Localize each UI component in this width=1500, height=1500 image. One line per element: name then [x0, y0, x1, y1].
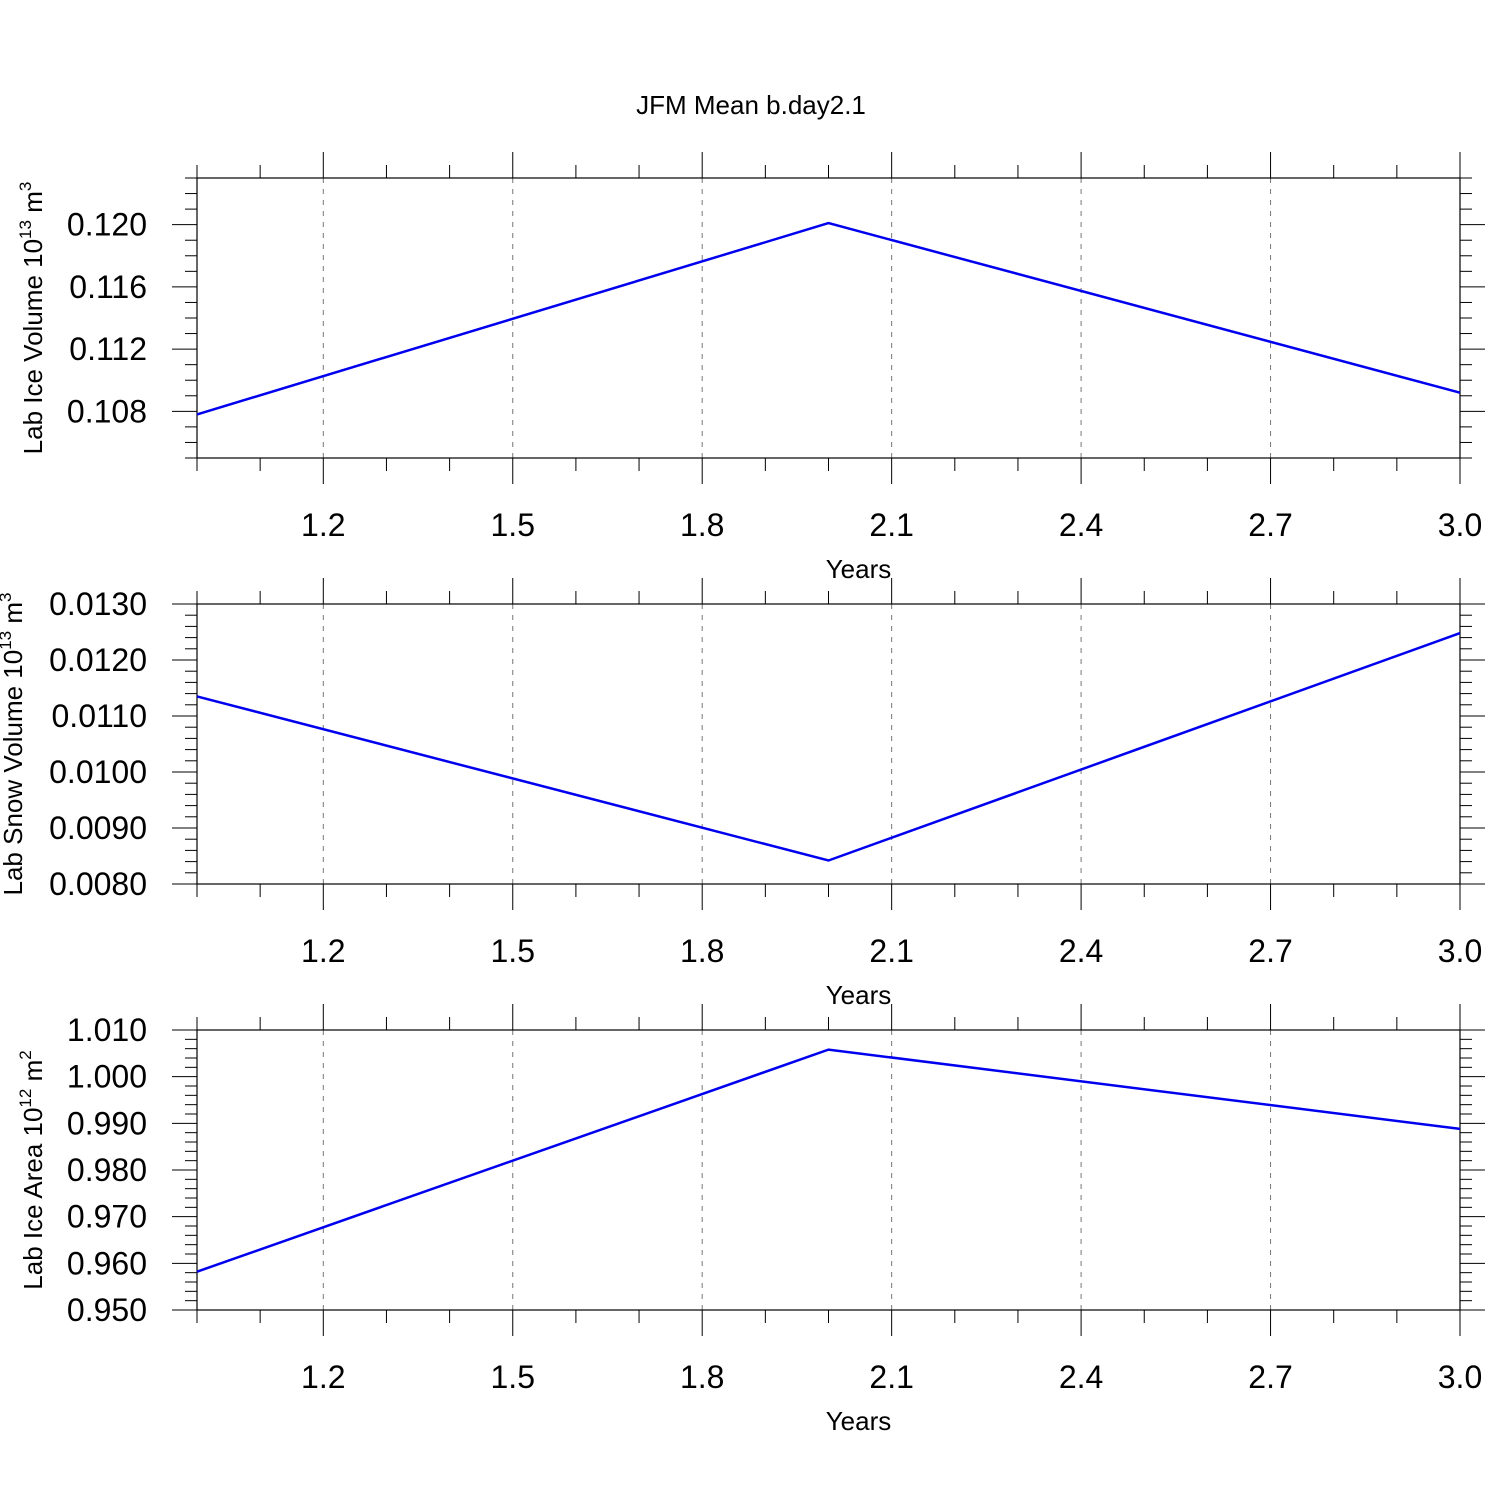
y-tick-label: 0.0130 — [49, 586, 147, 622]
series-line — [196, 631, 1461, 862]
x-tick-label: 1.5 — [491, 507, 535, 543]
y-axis-label: Lab Snow Volume 1013 m3 — [0, 592, 28, 895]
y-tick-label: 0.116 — [69, 269, 147, 305]
panel-2: 0.0080 0.0090 0.0100 0.0110 0.0120 0.0130 1.2 1… — [0, 578, 1485, 1010]
panel-1: 0.108 0.112 0.116 0.120 1.2 1.5 1.8 2.1 2.4 2.7 3.… — [16, 152, 1485, 584]
x-tick-label: 2.1 — [869, 933, 913, 969]
plot-frame — [196, 177, 1461, 459]
x-axis-label: Years — [826, 554, 892, 584]
y-tick-label: 0.980 — [67, 1152, 147, 1188]
panels: 0.108 0.112 0.116 0.120 1.2 1.5 1.8 2.1 2.4 2.7 3.… — [0, 152, 1485, 1436]
y-axis-label: Lab Ice Volume 1013 m3 — [16, 182, 48, 455]
x-tick-label: 1.8 — [680, 933, 724, 969]
y-tick-label: 0.0100 — [49, 754, 147, 790]
plot-frame — [196, 603, 1461, 885]
series-line — [196, 221, 1461, 416]
y-tick-label: 0.0110 — [52, 698, 148, 734]
x-tick-label: 1.8 — [680, 507, 724, 543]
x-tick-label: 2.7 — [1248, 507, 1292, 543]
series-line — [196, 1048, 1461, 1273]
x-tick-label: 1.2 — [301, 933, 345, 969]
x-tick-label: 1.2 — [301, 1359, 345, 1395]
y-tick-label: 0.970 — [67, 1199, 147, 1235]
y-tick-label: 0.112 — [69, 331, 147, 367]
x-tick-label: 2.7 — [1248, 1359, 1292, 1395]
x-tick-label: 2.4 — [1059, 1359, 1103, 1395]
x-axis-label: Years — [826, 980, 892, 1010]
figure-title: JFM Mean b.day2.1 — [636, 90, 866, 120]
y-tick-label: 0.0080 — [49, 866, 147, 902]
y-axis-label: Lab Ice Area 1012 m2 — [16, 1050, 48, 1289]
y-tick-label: 0.990 — [67, 1105, 147, 1141]
x-tick-label: 2.4 — [1059, 933, 1103, 969]
x-tick-label: 3.0 — [1438, 1359, 1482, 1395]
x-tick-label: 2.4 — [1059, 507, 1103, 543]
x-tick-label: 2.1 — [869, 507, 913, 543]
y-tick-label: 0.0120 — [49, 642, 147, 678]
y-tick-label: 1.000 — [67, 1059, 147, 1095]
y-tick-label: 0.950 — [67, 1292, 147, 1328]
x-tick-label: 3.0 — [1438, 933, 1482, 969]
panel-3: 0.950 0.960 0.970 0.980 0.990 1.000 1.010 1.2 1.… — [16, 1004, 1485, 1436]
y-tick-label: 0.120 — [67, 207, 147, 243]
x-tick-label: 1.2 — [301, 507, 345, 543]
x-tick-label: 2.1 — [869, 1359, 913, 1395]
y-tick-label: 0.0090 — [49, 810, 147, 846]
x-tick-label: 1.5 — [491, 1359, 535, 1395]
x-tick-label: 3.0 — [1438, 507, 1482, 543]
x-tick-label: 2.7 — [1248, 933, 1292, 969]
y-tick-label: 1.010 — [67, 1012, 147, 1048]
y-tick-label: 0.108 — [67, 393, 147, 429]
x-tick-label: 1.5 — [491, 933, 535, 969]
x-tick-label: 1.8 — [680, 1359, 724, 1395]
y-tick-label: 0.960 — [67, 1245, 147, 1281]
x-axis-label: Years — [826, 1406, 892, 1436]
plot-frame — [196, 1029, 1461, 1311]
